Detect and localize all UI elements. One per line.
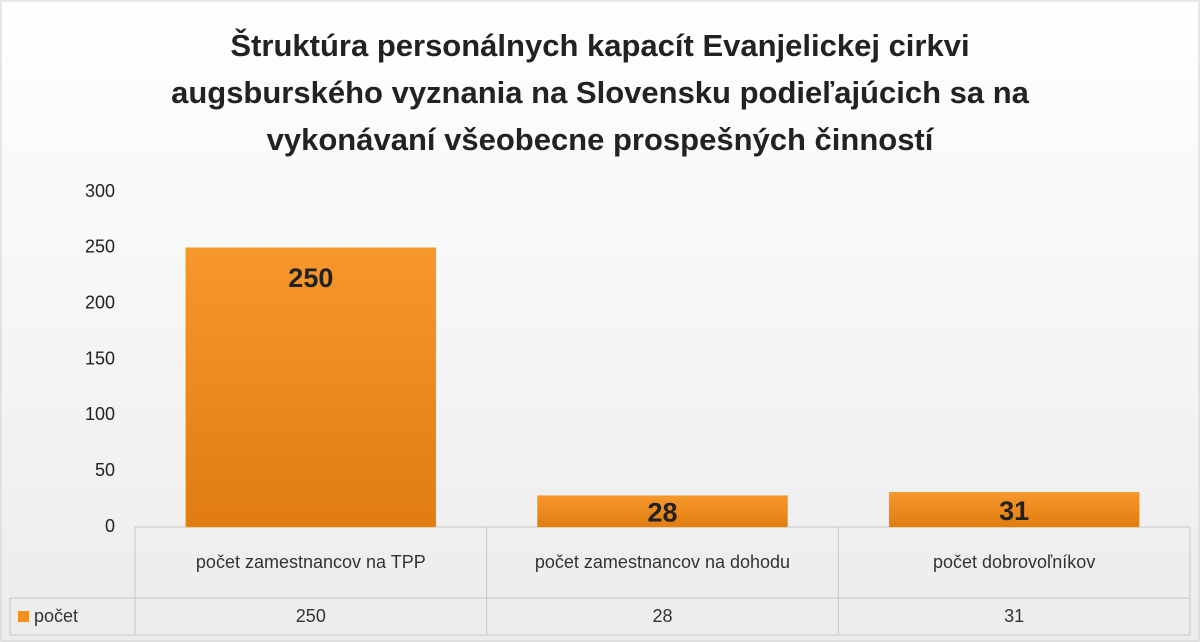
y-tick-label: 50 bbox=[95, 460, 115, 480]
legend-label: počet bbox=[34, 606, 79, 627]
chart-title: Štruktúra personálnych kapacít Evanjelic… bbox=[171, 28, 1029, 157]
bar bbox=[888, 492, 1140, 528]
y-tick-label: 0 bbox=[105, 516, 115, 536]
data-label: 250 bbox=[288, 263, 333, 293]
bar bbox=[537, 495, 788, 528]
x-tick-label: počet dobrovoľníkov bbox=[932, 552, 1096, 573]
y-tick-label: 300 bbox=[85, 181, 115, 201]
x-tick-label: počet zamestnancov na TPP bbox=[195, 552, 426, 573]
x-tick-label: počet zamestnancov na dohodu bbox=[534, 552, 791, 573]
table-value: 31 bbox=[1004, 606, 1025, 627]
y-tick-label: 100 bbox=[85, 404, 115, 424]
table-value: 28 bbox=[652, 606, 673, 627]
bar bbox=[185, 247, 437, 528]
legend-swatch bbox=[18, 611, 29, 622]
y-tick-label: 200 bbox=[85, 292, 115, 312]
y-tick-label: 250 bbox=[85, 237, 115, 257]
y-tick-label: 150 bbox=[85, 348, 115, 368]
data-label: 28 bbox=[647, 497, 677, 527]
legend-entry: počet bbox=[10, 598, 135, 635]
table-value: 250 bbox=[295, 606, 326, 627]
data-label: 31 bbox=[999, 496, 1029, 526]
